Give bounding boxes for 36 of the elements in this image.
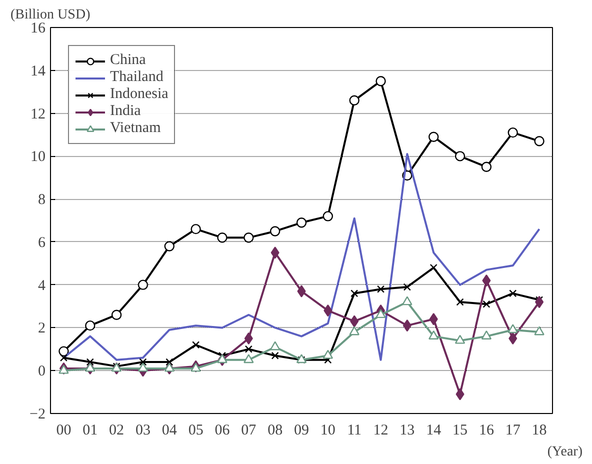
x-axis-title: (Year)	[547, 444, 583, 460]
y-tick-label: 10	[30, 149, 46, 166]
y-tick-label: 14	[30, 63, 46, 80]
legend-label: China	[110, 52, 146, 69]
y-tick-label: 8	[38, 192, 46, 208]
y-axis-title: (Billion USD)	[10, 8, 91, 22]
x-tick-label: 00	[56, 422, 72, 438]
y-tick-label: 4	[38, 278, 46, 294]
x-tick-label: 11	[347, 422, 362, 438]
x-tick-label: 15	[452, 422, 468, 438]
x-tick-label: 01	[82, 422, 98, 438]
y-tick-label: −2	[30, 406, 46, 422]
legend-label: India	[110, 103, 141, 120]
y-tick-label: 16	[30, 20, 46, 36]
x-tick-label: 05	[188, 422, 204, 438]
x-tick-label: 14	[426, 422, 442, 438]
y-tick-label: 12	[30, 106, 46, 122]
x-tick-label: 08	[268, 422, 283, 438]
x-tick-label: 06	[214, 422, 230, 438]
x-tick-label: 04	[162, 422, 178, 438]
y-tick-label: 6	[38, 234, 46, 251]
x-tick-label: 07	[241, 422, 257, 438]
x-tick-label: 02	[109, 422, 124, 438]
x-tick-label: 16	[478, 422, 494, 438]
legend-label: Vietnam	[110, 120, 161, 137]
y-tick-label: 2	[38, 320, 46, 337]
x-tick-label: 18	[532, 422, 547, 438]
y-tick-label: 0	[38, 364, 46, 380]
legend-label: Thailand	[110, 69, 164, 86]
x-tick-label: 12	[373, 422, 388, 438]
x-tick-label: 03	[135, 422, 150, 438]
x-tick-label: 09	[294, 422, 309, 438]
legend-label: Indonesia	[110, 86, 168, 103]
x-tick-label: 17	[505, 422, 521, 438]
x-tick-label: 10	[320, 422, 336, 438]
x-tick-label: 13	[400, 422, 415, 438]
